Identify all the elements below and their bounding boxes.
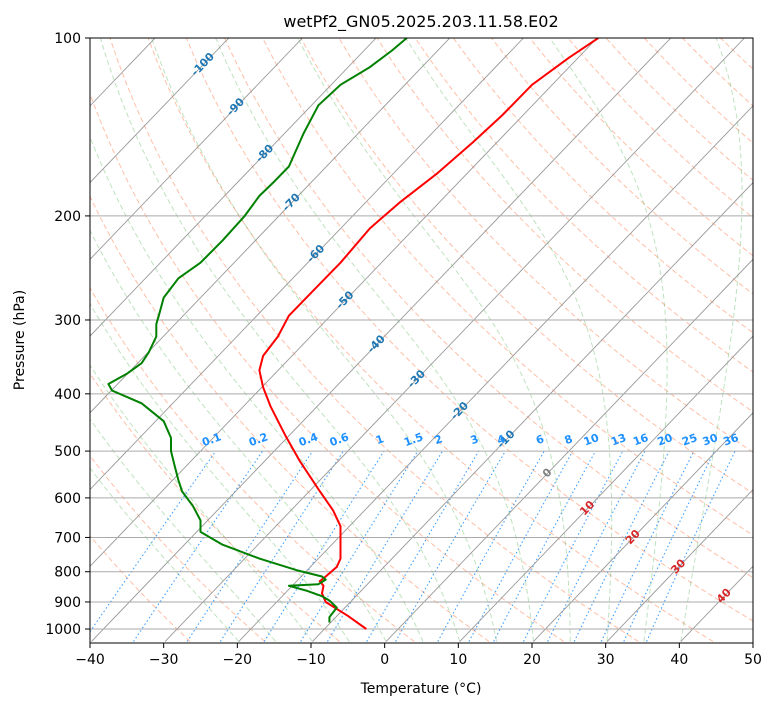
x-tick-label: −10 [296,652,326,668]
x-tick-label: 10 [449,652,467,668]
x-tick-label: 40 [670,652,688,668]
x-tick-label: −20 [223,652,253,668]
profile-lines [107,38,599,630]
y-tick-label: 200 [54,209,81,225]
y-tick-label: 400 [54,387,81,403]
dewpoint-profile [107,38,408,623]
mixing-ratio-label: 0.2 [247,430,270,449]
x-tick-label: 50 [744,652,762,668]
dry-adiabat [185,38,753,622]
y-tick-label: 500 [54,444,81,460]
x-tick-label: 30 [597,652,615,668]
dry-adiabat [759,38,775,642]
isotherm [606,488,753,642]
isotherm [90,38,598,567]
moist-adiabat [90,418,276,642]
dry-adiabat [224,38,753,579]
mixing-ratio-label: 25 [680,431,699,448]
moist-adiabat [90,229,387,642]
mixing-ratio-label: 20 [656,431,675,449]
isotherm [238,105,753,642]
isotherm [754,38,775,642]
moist-adiabat [680,38,743,642]
dry-adiabat [90,534,191,642]
mixing-ratio-label: 36 [722,431,741,449]
mixing-ratio-label: 0.4 [297,430,320,449]
mixing-ratio-label: 3 [469,432,481,447]
x-tick-label: 0 [380,652,389,668]
plot-background [90,38,753,643]
isotherm [0,38,8,642]
mixing-ratio-label: 13 [609,431,628,448]
mixing-ratio-label: 1 [374,432,386,447]
y-tick-label: 300 [54,313,81,329]
isotherm [90,38,303,260]
y-tick-label: 900 [54,595,81,611]
mixing-ratio-line [437,450,545,642]
moist-adiabat [99,38,461,642]
x-axis-ticks: −40 −30 −20 −10 0 10 20 30 40 50 [75,643,762,668]
dry-adiabat [147,38,714,642]
y-axis-ticks: 100 200 300 400 500 600 700 800 900 1000 [45,31,90,638]
isotherm [90,38,230,184]
isotherm [90,38,377,337]
mixing-ratio-line [219,450,344,642]
isotherm [312,181,753,642]
x-tick-label: 20 [523,652,541,668]
mixing-ratio-label: 30 [701,431,720,449]
mixing-ratio-label: 0.6 [328,430,351,449]
dry-adiabat [338,38,753,453]
chart-title: wetPf2_GN05.2025.203.11.58.E02 [283,12,558,32]
dry-adiabat [90,92,564,642]
dry-adiabat [452,38,753,334]
mixing-ratio-line [186,450,314,642]
mixing-ratio-label: 4 [495,432,507,447]
mixing-ratio-line [573,450,670,642]
mixing-ratio-label: 0.1 [200,430,223,449]
x-tick-label: −30 [149,652,179,668]
mixing-ratio-label: 10 [582,431,601,449]
moist-adiabat [151,38,498,642]
mixing-ratio-label: 2 [433,432,445,447]
isotherm [533,412,753,642]
y-tick-label: 700 [54,530,81,546]
y-tick-label: 1000 [45,622,81,638]
mixing-ratio-line [300,450,419,642]
isotherm [90,38,524,491]
moist-adiabat [549,38,668,642]
moist-adiabat [90,302,350,642]
moist-adiabat [215,38,534,642]
mixing-ratio-label: 6 [534,432,546,447]
mixing-ratio-line [547,450,646,642]
moist-adiabat [405,38,613,642]
isotherm [91,38,672,642]
isotherm [385,258,753,642]
isotherm [90,38,451,414]
plot-frame [89,37,754,644]
mixing-ratio-label: 8 [563,432,575,447]
moist-adiabat [90,467,240,642]
x-tick-label: −40 [75,652,105,668]
mixing-ratio-line [90,450,217,633]
y-axis-title: Pressure (hPa) [12,290,28,390]
mixing-ratio-line [133,450,264,642]
moist-adiabat [297,38,571,642]
dry-adiabat [109,38,639,642]
mixing-ratio-line [468,450,574,642]
dry-adiabat [90,195,490,642]
dry-adiabat [376,38,753,413]
isotherm [459,335,753,642]
moist-adiabat [90,135,424,642]
y-tick-label: 100 [54,31,81,47]
isotherm [164,38,745,642]
temperature-profile [258,38,599,630]
y-tick-label: 600 [54,491,81,507]
y-tick-label: 800 [54,565,81,581]
mixing-ratio-labels: 0.1 0.2 0.4 0.6 1 1.5 2 3 4 6 8 10 13 16 20 25 30 36 [200,430,740,449]
mixing-ratio-label: 1.5 [402,430,425,449]
x-axis-title: Temperature (°C) [360,681,482,697]
mixing-ratio-label: 16 [631,431,650,449]
